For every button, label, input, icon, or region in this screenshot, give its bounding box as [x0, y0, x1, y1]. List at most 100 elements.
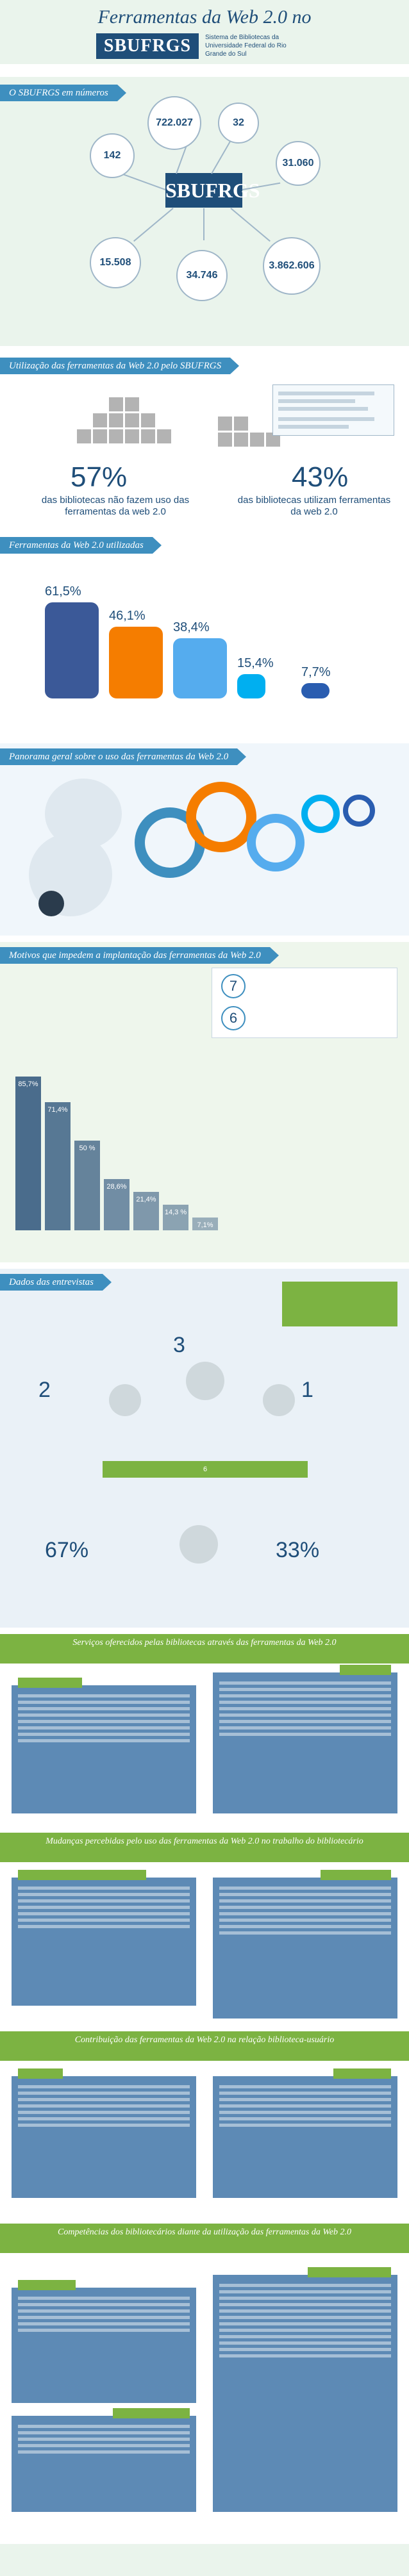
interviews-section: Dados das entrevistas 3 2 1 6 67% 33%	[0, 1269, 409, 1628]
text-column	[213, 1665, 397, 1813]
reason-bar	[45, 1102, 71, 1230]
block	[234, 433, 248, 447]
page-title: Ferramentas da Web 2.0 no	[97, 6, 312, 28]
section-title-tools: Ferramentas da Web 2.0 utilizadas	[0, 537, 162, 554]
services-section: Serviços oferecidos pelas bibliotecas at…	[0, 1634, 409, 1826]
stat-bubble: 142	[90, 133, 135, 178]
block	[218, 417, 232, 431]
other-tool-icon	[301, 683, 330, 698]
section-title-services: Serviços oferecidos pelas bibliotecas at…	[0, 1634, 409, 1664]
person-icon	[263, 1384, 295, 1416]
reason-bar	[15, 1077, 41, 1230]
reason-bar-value: 50 %	[79, 1144, 96, 1152]
stat-bubble: 722.027	[147, 96, 201, 150]
facebook-icon	[45, 602, 99, 698]
reason-bar	[104, 1178, 129, 1230]
block	[218, 433, 232, 447]
cluster-ring	[301, 795, 340, 833]
connector	[203, 208, 204, 240]
twitter-icon	[173, 638, 227, 698]
text-column	[12, 2408, 196, 2512]
center-logo: SBUFRGS	[165, 173, 260, 208]
block	[125, 413, 139, 427]
text-column	[12, 2280, 196, 2403]
block	[125, 397, 139, 411]
stat-circle: 6	[221, 1006, 246, 1030]
block	[109, 413, 123, 427]
block	[93, 413, 107, 427]
block	[109, 429, 123, 443]
logo-subtitle: Sistema de Bibliotecas da Universidade F…	[205, 34, 287, 58]
footer	[0, 2544, 409, 2576]
usage-section: Utilização das ferramentas da Web 2.0 pe…	[0, 352, 409, 525]
reason-bar	[192, 1218, 218, 1230]
connector	[211, 140, 231, 174]
reason-bar-value: 28,6%	[106, 1182, 127, 1191]
block	[141, 429, 155, 443]
skills-section: Competências dos bibliotecários diante d…	[0, 2224, 409, 2538]
blogger-icon	[109, 626, 163, 698]
block	[266, 433, 280, 447]
stat-circle: 7	[221, 974, 246, 998]
stat-number: 2	[38, 1378, 51, 1402]
text-column	[213, 1870, 397, 2019]
legend-dot	[38, 891, 64, 916]
cluster-ring	[343, 795, 375, 827]
reasons-section: Motivos que impedem a implantação das fe…	[0, 942, 409, 1262]
stat-bubble: 32	[218, 103, 259, 144]
block	[125, 429, 139, 443]
reason-bar	[163, 1204, 188, 1230]
sbufrgs-logo: SBUFRGS	[96, 33, 199, 59]
tool-percentage: 38,4%	[173, 620, 210, 635]
block	[250, 433, 264, 447]
reason-bar-value: 85,7%	[18, 1080, 38, 1088]
tool-percentage: 15,4%	[237, 656, 274, 671]
percentage-use: 43%	[292, 461, 349, 493]
section-title-usage: Utilização das ferramentas da Web 2.0 pe…	[0, 358, 240, 374]
section-title-interviews: Dados das entrevistas	[0, 1274, 112, 1291]
section-title-reasons: Motivos que impedem a implantação das fe…	[0, 947, 279, 964]
note-box	[272, 384, 394, 436]
tool-percentage: 46,1%	[109, 608, 146, 623]
caption-no-use: das bibliotecas não fazem uso das ferram…	[41, 495, 190, 517]
person-icon	[179, 1525, 218, 1564]
section-title-numbers: O SBUFRGS em números	[0, 85, 126, 101]
section-title-contribution: Contribuição das ferramentas da Web 2.0 …	[0, 2031, 409, 2061]
block	[141, 413, 155, 427]
stat-bubble: 15.508	[90, 237, 141, 288]
block	[109, 397, 123, 411]
reason-bar-value: 71,4%	[47, 1106, 68, 1114]
percentage-right: 33%	[276, 1538, 320, 1562]
caption-use: das bibliotecas utilizam ferramentas da …	[237, 495, 391, 517]
cluster-ring	[247, 814, 305, 871]
text-column	[12, 1678, 196, 1813]
block	[234, 417, 248, 431]
person-icon	[109, 1384, 141, 1416]
tools-section: Ferramentas da Web 2.0 utilizadas 61,5% 4…	[0, 532, 409, 737]
reason-bar	[133, 1192, 159, 1230]
block	[93, 429, 107, 443]
percentage-no-use: 57%	[71, 461, 128, 493]
block	[157, 429, 171, 443]
stat-bubble: 34.746	[176, 250, 228, 301]
person-icon	[186, 1362, 224, 1400]
panorama-section: Panorama geral sobre o uso das ferrament…	[0, 743, 409, 936]
skype-icon	[237, 674, 265, 698]
tool-percentage: 7,7%	[301, 665, 331, 679]
text-column	[12, 1870, 196, 2006]
reason-bar-value: 21,4%	[136, 1196, 156, 1204]
reason-bar-value: 7,1%	[197, 1221, 213, 1230]
text-column	[12, 2068, 196, 2198]
reason-bar	[74, 1140, 100, 1230]
section-title-skills: Competências dos bibliotecários diante d…	[0, 2224, 409, 2253]
percentage-left: 67%	[45, 1538, 89, 1562]
stat-number: 3	[173, 1333, 185, 1357]
section-title-panorama: Panorama geral sobre o uso das ferrament…	[0, 748, 247, 765]
chevron-bar: 6	[103, 1461, 308, 1478]
numbers-section: O SBUFRGS em números SBUFRGS 722.027 32 …	[0, 77, 409, 346]
header: Ferramentas da Web 2.0 no SBUFRGS Sistem…	[0, 0, 409, 64]
section-title-changes: Mudanças percebidas pelo uso das ferrame…	[0, 1833, 409, 1862]
text-column	[213, 2267, 397, 2512]
reason-bar-value: 14,3 %	[164, 1208, 187, 1216]
block	[77, 429, 91, 443]
